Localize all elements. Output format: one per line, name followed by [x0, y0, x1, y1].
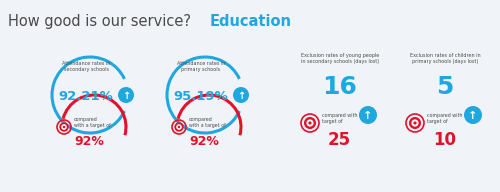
Circle shape: [60, 122, 68, 132]
Circle shape: [306, 119, 314, 127]
Text: compared with a
target of: compared with a target of: [427, 113, 467, 124]
Circle shape: [178, 126, 180, 128]
Text: ↑: ↑: [122, 91, 130, 101]
Circle shape: [62, 126, 66, 128]
Text: 16: 16: [322, 75, 358, 99]
Circle shape: [174, 122, 184, 132]
Text: 10: 10: [433, 131, 456, 149]
Text: Attendance rates in
primary schools: Attendance rates in primary schools: [177, 61, 225, 72]
Text: Education: Education: [210, 14, 292, 29]
Text: Exclusion rates of children in
primary schools (days lost): Exclusion rates of children in primary s…: [410, 53, 480, 64]
Text: Attendance rates in
secondary schools: Attendance rates in secondary schools: [62, 61, 110, 72]
Circle shape: [412, 119, 418, 127]
Text: compared with a
target of: compared with a target of: [322, 113, 362, 124]
Circle shape: [61, 124, 67, 130]
Circle shape: [176, 124, 182, 130]
Circle shape: [233, 87, 249, 103]
Text: ↑: ↑: [468, 111, 477, 121]
Text: 92%: 92%: [189, 135, 219, 148]
Circle shape: [409, 117, 421, 129]
Circle shape: [359, 106, 377, 124]
Circle shape: [304, 117, 316, 129]
Circle shape: [464, 106, 482, 124]
Text: ↑: ↑: [364, 111, 372, 121]
Text: 5: 5: [436, 75, 454, 99]
Text: Exclusion rates of young people
in secondary schools (days lost): Exclusion rates of young people in secon…: [301, 53, 379, 64]
Text: ↑: ↑: [237, 91, 245, 101]
Circle shape: [308, 121, 312, 125]
Text: How good is our service?: How good is our service?: [8, 14, 196, 29]
Text: compared
with a target of: compared with a target of: [74, 117, 111, 128]
Text: 92.21%: 92.21%: [58, 90, 114, 103]
Text: 25: 25: [328, 131, 351, 149]
Circle shape: [414, 121, 416, 125]
Circle shape: [118, 87, 134, 103]
Text: 95.19%: 95.19%: [174, 90, 229, 103]
Text: 92%: 92%: [74, 135, 104, 148]
Text: compared
with a target of: compared with a target of: [189, 117, 226, 128]
